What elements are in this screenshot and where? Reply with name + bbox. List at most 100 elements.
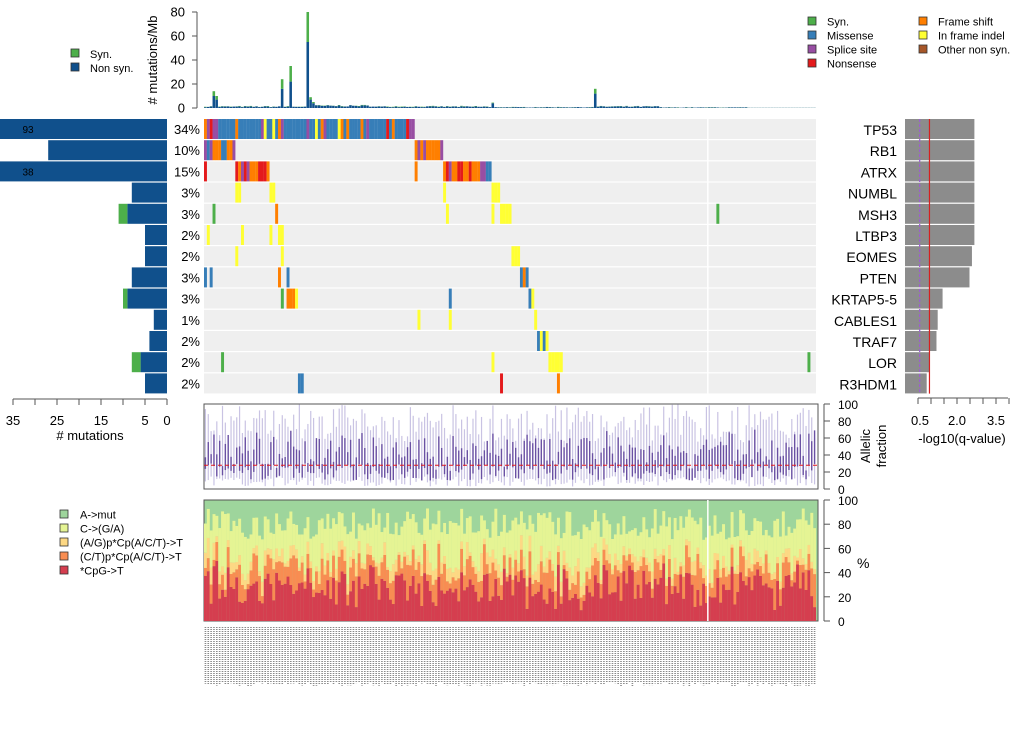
tmb-bar-nonsyn [292, 106, 295, 108]
spectrum-segment [235, 561, 239, 570]
spectrum-segment [229, 573, 233, 587]
spectrum-segment [434, 579, 438, 606]
spectrum-segment [289, 511, 293, 546]
spectrum-segment [431, 570, 435, 585]
oncoprint-cell [232, 119, 236, 139]
spectrum-segment [574, 566, 577, 585]
tmb-bar-syn [280, 79, 284, 89]
tmb-bar-nonsyn [363, 105, 366, 108]
spectrum-segment [542, 572, 546, 600]
tmb-bar-syn [289, 66, 292, 82]
spectrum-segment [801, 572, 805, 621]
spectrum-segment [710, 582, 714, 588]
oncoprint-cell [280, 246, 284, 267]
spectrum-segment [761, 563, 765, 574]
oncoprint-cell [241, 225, 244, 245]
tmb-bar-nonsyn [616, 106, 620, 108]
spectrum-segment [269, 549, 273, 559]
tmb-bar-nonsyn [309, 99, 312, 108]
spectrum-segment [744, 530, 748, 560]
spectrum-segment [801, 558, 805, 565]
spectrum-segment [346, 584, 350, 595]
spectrum-segment [241, 584, 244, 603]
oncoprint-cell [229, 140, 233, 161]
legend-swatch-in-frame-indel [918, 30, 928, 40]
tmb-bar-nonsyn [369, 106, 372, 108]
oncoprint-cell [204, 161, 207, 182]
spectrum-segment [702, 539, 706, 566]
spectrum-segment [460, 548, 464, 573]
gene-count-bar-label: 38 [22, 167, 34, 178]
oncoprint-row-bg [204, 288, 816, 309]
spectrum-segment [448, 521, 452, 568]
oncoprint-cell [223, 119, 227, 139]
spectrum-segment [258, 600, 262, 621]
spectrum-segment [332, 550, 336, 556]
oncoprint-cell [448, 288, 452, 309]
spectrum-segment [465, 542, 469, 560]
oncoprint-cell [448, 161, 452, 182]
spectrum-segment [238, 555, 242, 565]
spectrum-segment [360, 562, 364, 569]
tmb-bar-nonsyn [272, 106, 275, 108]
tmb-bar-nonsyn [502, 107, 506, 108]
oncoprint-cell [414, 161, 418, 182]
tmb-bar-nonsyn [713, 107, 717, 108]
spectrum-segment [315, 566, 318, 572]
oncoprint-cell [417, 309, 421, 330]
spectrum-segment [619, 534, 623, 565]
spectrum-segment [377, 599, 381, 621]
spectrum-segment [687, 557, 691, 574]
oncoprint-cell [246, 119, 250, 139]
spectrum-segment [349, 591, 353, 621]
spectrum-segment [722, 524, 726, 556]
spectrum-segment [548, 551, 552, 560]
spectrum-segment [554, 576, 558, 592]
oncoprint-cell [548, 352, 552, 373]
tmb-bar-nonsyn [326, 105, 329, 108]
oncoprint-cell [209, 140, 213, 161]
spectrum-segment [761, 585, 765, 621]
spectrum-segment [736, 565, 740, 574]
spectrum-segment [286, 518, 290, 561]
tmb-bar-nonsyn [445, 106, 449, 108]
oncoprint-cell [303, 119, 307, 139]
oncoprint-cell [443, 182, 447, 203]
spectrum-segment [474, 591, 478, 621]
spectrum-segment [514, 575, 518, 621]
spectrum-segment [263, 550, 267, 566]
spectrum-segment [710, 587, 714, 598]
allelic-fraction-y-tick-label: 60 [838, 432, 852, 446]
oncoprint-cell [238, 161, 242, 182]
spectrum-segment [337, 511, 341, 542]
qvalue-bar [905, 267, 970, 288]
oncoprint-cell [226, 119, 230, 139]
spectrum-segment [223, 596, 227, 621]
spectrum-segment [642, 549, 646, 558]
spectrum-segment [386, 587, 390, 621]
oncoprint-cell [383, 119, 387, 139]
spectrum-segment [784, 548, 788, 558]
oncoprint-cell [280, 119, 284, 139]
tmb-bar-nonsyn [403, 106, 406, 108]
tmb-bar-nonsyn [667, 107, 671, 108]
spectrum-segment [343, 526, 347, 547]
spectrum-segment [457, 525, 461, 570]
qvalue-bar [905, 288, 943, 309]
spectrum-segment [511, 567, 515, 580]
tmb-bar-nonsyn [519, 107, 523, 108]
spectrum-segment [397, 554, 401, 576]
oncoprint-cell [468, 161, 472, 182]
spectrum-segment [295, 558, 299, 591]
spectrum-segment [676, 592, 680, 621]
spectrum-segment [380, 562, 384, 579]
spectrum-segment [559, 603, 563, 621]
tmb-bar-nonsyn [559, 107, 563, 108]
gene-name-label: TRAF7 [853, 334, 898, 350]
oncoprint-cell [539, 331, 543, 351]
spectrum-segment [514, 559, 518, 576]
tmb-bar-nonsyn [260, 106, 264, 108]
spectrum-segment [485, 552, 489, 565]
spectrum-segment [551, 521, 555, 565]
spectrum-segment [306, 541, 310, 554]
